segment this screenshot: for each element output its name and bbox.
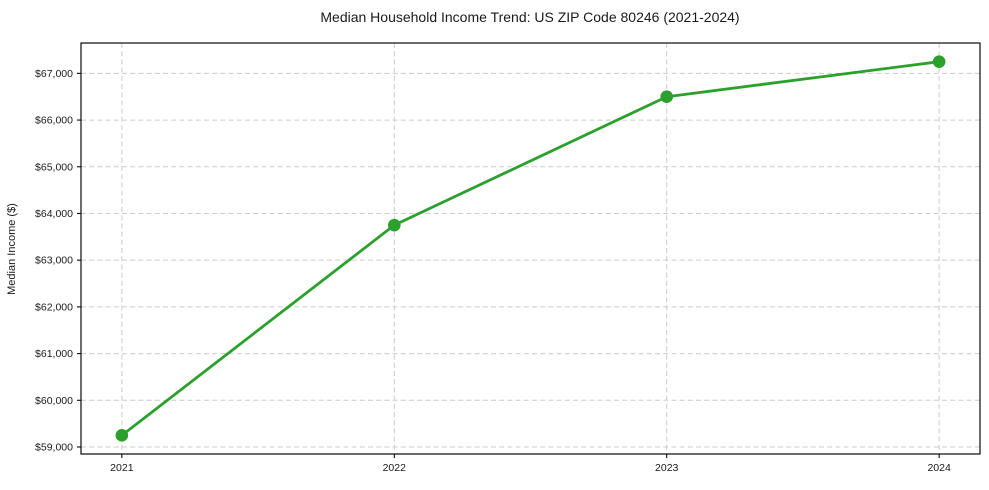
- y-axis-label: Median Income ($): [6, 203, 18, 295]
- y-tick-label: $62,000: [35, 301, 73, 313]
- y-tick-label: $67,000: [35, 68, 73, 80]
- data-point-marker: [387, 218, 401, 232]
- x-tick-label: 2023: [655, 462, 679, 474]
- trend-line: [120, 60, 941, 437]
- x-tick-label: 2022: [383, 462, 407, 474]
- data-point-marker: [932, 55, 946, 68]
- data-point-marker: [660, 90, 674, 104]
- y-tick-label: $65,000: [35, 161, 73, 173]
- y-tick-label: $66,000: [35, 115, 73, 127]
- x-tick-label: 2021: [110, 462, 134, 474]
- y-tick-label: $59,000: [35, 441, 73, 453]
- y-tick-label: $63,000: [35, 255, 73, 267]
- y-tick-label: $60,000: [35, 395, 73, 407]
- y-tick-label: $64,000: [35, 208, 73, 220]
- data-point-marker: [115, 429, 129, 442]
- plot-area: $59,000 $60,000 $61,000 $62,000 $63,000 $64,0…: [35, 42, 981, 474]
- y-tick-label: $61,000: [35, 348, 73, 360]
- chart-title: Median Household Income Trend: US ZIP Co…: [320, 9, 739, 25]
- x-tick-label: 2024: [927, 462, 951, 474]
- plot-border: [80, 42, 981, 455]
